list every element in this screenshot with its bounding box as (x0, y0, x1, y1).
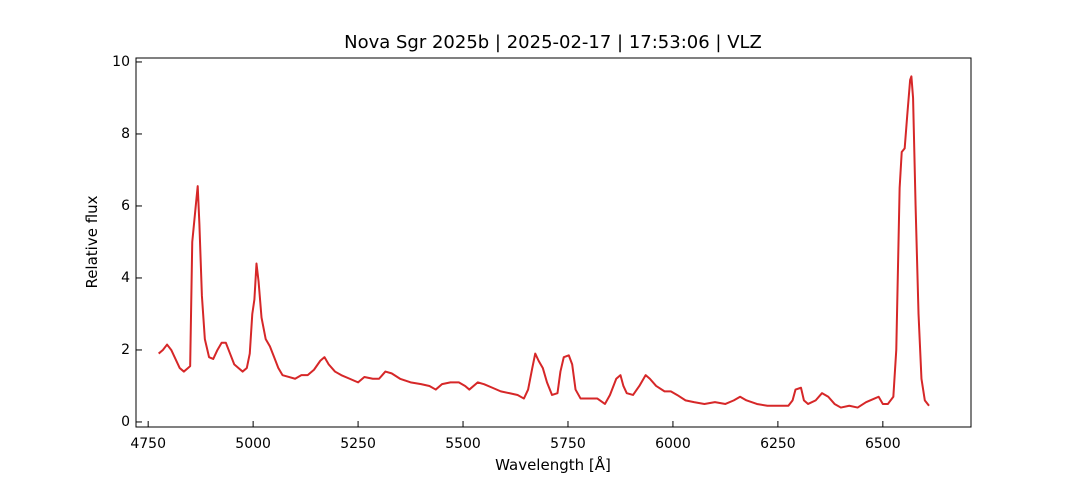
x-tick-label: 6250 (760, 436, 796, 452)
x-tick-label: 5000 (235, 436, 271, 452)
x-tick-label: 6500 (865, 436, 901, 452)
y-tick-label: 4 (121, 270, 130, 286)
x-tick-label: 5250 (340, 436, 376, 452)
x-tick-label: 4750 (130, 436, 166, 452)
x-tick-label: 6000 (655, 436, 691, 452)
y-tick-label: 2 (121, 342, 130, 358)
x-tick-label: 5500 (445, 436, 481, 452)
x-axis-label: Wavelength [Å] (495, 455, 611, 474)
chart-title: Nova Sgr 2025b | 2025-02-17 | 17:53:06 |… (344, 32, 762, 53)
y-axis-label: Relative flux (83, 195, 101, 288)
y-tick-label: 8 (121, 126, 130, 142)
spectrum-line (158, 75, 930, 409)
y-tick-label: 10 (112, 54, 130, 70)
y-tick-label: 0 (121, 414, 130, 430)
plot-frame (135, 57, 972, 428)
y-tick-label: 6 (121, 198, 130, 214)
x-tick-label: 5750 (550, 436, 586, 452)
